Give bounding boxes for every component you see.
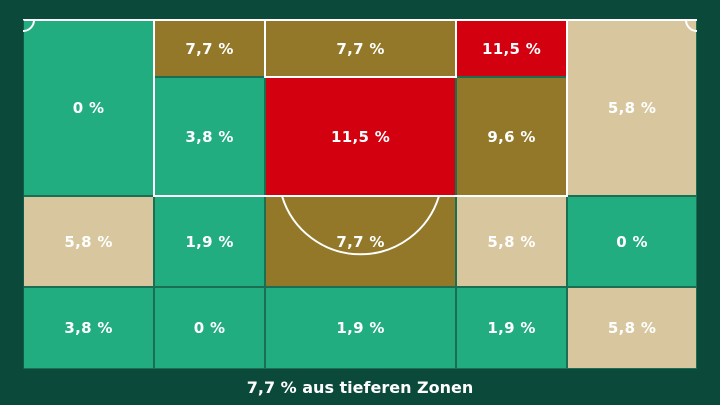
zone-value: 3,8 %	[185, 127, 234, 146]
zone-right-top: 5,8 %	[567, 20, 697, 196]
zone-value: 11,5 %	[330, 127, 391, 146]
zone-row4-4: 1,9 %	[456, 287, 567, 369]
zone-row3-3: 7,7 %	[265, 196, 456, 287]
zone-value: 1,9 %	[487, 319, 536, 337]
zone-value: 7,7 %	[336, 39, 385, 58]
zone-box-mid-right: 9,6 %	[456, 77, 567, 196]
zone-row4-5: 5,8 %	[567, 287, 697, 369]
zone-row3-1: 5,8 %	[23, 196, 154, 287]
zone-value: 1,9 %	[336, 319, 385, 337]
footer-note: 7,7 % aus tieferen Zonen	[0, 369, 720, 405]
zone-value: 0 %	[193, 319, 226, 337]
zone-left-top: 0 %	[23, 20, 154, 196]
zone-row3-2: 1,9 %	[154, 196, 265, 287]
zone-value: 0 %	[616, 232, 648, 251]
zone-box-mid-center: 11,5 %	[265, 77, 456, 196]
zone-box-mid-left: 3,8 %	[154, 77, 265, 196]
zone-value: 7,7 %	[336, 232, 385, 251]
zone-row4-1: 3,8 %	[23, 287, 154, 369]
zone-value: 5,8 %	[607, 99, 657, 117]
zone-row3-4: 5,8 %	[456, 196, 567, 287]
zone-value: 5,8 %	[64, 232, 113, 251]
zone-value: 3,8 %	[64, 319, 113, 337]
zone-value: 5,8 %	[487, 232, 536, 251]
zone-value: 7,7 %	[185, 39, 234, 58]
zone-value: 5,8 %	[607, 319, 657, 337]
zone-box-top-right: 11,5 %	[456, 20, 567, 77]
zone-value: 9,6 %	[487, 127, 536, 146]
zone-box-top-left: 7,7 %	[154, 20, 265, 77]
zone-value: 11,5 %	[481, 39, 542, 58]
zone-row4-3: 1,9 %	[265, 287, 456, 369]
zone-row4-2: 0 %	[154, 287, 265, 369]
zone-value: 0 %	[72, 99, 105, 117]
zone-row3-5: 0 %	[567, 196, 697, 287]
zone-box-top-center: 7,7 %	[265, 20, 456, 77]
zone-value: 1,9 %	[185, 232, 234, 251]
